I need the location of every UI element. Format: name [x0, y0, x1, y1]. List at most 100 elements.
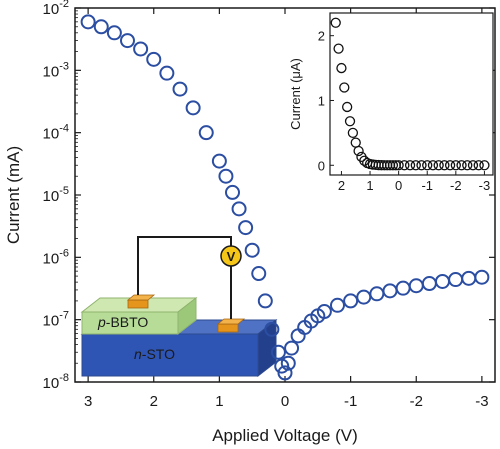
y-tick-base: 10 [43, 313, 60, 330]
data-point [316, 304, 332, 320]
data-point [198, 125, 214, 141]
data-point [274, 358, 290, 374]
x-tick-label: 0 [281, 393, 289, 410]
main-data-series [80, 14, 490, 381]
y-tick-exponent: -2 [59, 0, 69, 10]
y-tick-label: 10-5 [43, 185, 69, 205]
y-tick-exponent: -8 [59, 372, 69, 384]
data-point [244, 242, 260, 258]
data-point [395, 280, 411, 296]
data-point [231, 201, 247, 217]
inset-ticks: 2 1 0 -1 -2 -3 0 1 2 [318, 29, 490, 193]
data-point [280, 355, 296, 371]
data-point [238, 220, 254, 236]
inset-data-point [422, 160, 433, 171]
inset-data-point [450, 160, 461, 171]
y-tick-base: 10 [43, 188, 60, 205]
inset-data-point [339, 82, 350, 93]
circuit-wire [137, 236, 232, 295]
inset-y-tick-label: 0 [318, 158, 325, 173]
sto-label: n-STO [134, 346, 175, 362]
bbto-label: p-BBTO [97, 314, 148, 330]
data-point [225, 184, 240, 200]
inset-x-tick-label: -1 [421, 178, 433, 193]
inset-data-point [479, 160, 490, 171]
data-point [474, 269, 490, 285]
data-point [408, 278, 424, 294]
y-tick-label: 10-8 [43, 372, 69, 392]
data-point [80, 14, 96, 30]
inset-data-series [330, 17, 490, 171]
data-point [264, 321, 280, 337]
y-tick-exponent: -5 [59, 185, 69, 197]
inset-data-point [399, 160, 410, 171]
inset-data-point [433, 160, 444, 171]
data-point [185, 100, 201, 116]
data-point [211, 153, 227, 169]
inset-data-point [427, 160, 439, 171]
x-tick-label: -3 [475, 393, 488, 410]
data-point [382, 283, 398, 299]
y-tick-exponent: -4 [59, 123, 69, 135]
inset-data-point [359, 155, 370, 166]
data-point [284, 340, 300, 356]
voltmeter-symbol: V [227, 249, 236, 264]
y-tick-label: 10-7 [43, 310, 69, 330]
data-point [448, 272, 464, 288]
y-tick-label: 10-6 [43, 247, 69, 267]
bottom-electrode [216, 318, 246, 333]
inset-x-tick-label: 1 [366, 178, 373, 193]
x-tick-label: -1 [344, 393, 357, 410]
inset-y-tick-label: 1 [318, 93, 325, 108]
inset-x-tick-label: -2 [450, 178, 462, 193]
data-point [159, 65, 175, 81]
data-point [421, 276, 437, 292]
inset-data-point [416, 160, 427, 171]
y-tick-exponent: -7 [59, 310, 69, 322]
data-point [106, 25, 122, 41]
inset-data-point [342, 101, 353, 113]
inset-y-tick-label: 2 [318, 29, 325, 44]
device-schematic: V p-BBTO n-STO [80, 236, 278, 378]
y-tick-exponent: -3 [59, 60, 69, 72]
inset-data-point [344, 116, 356, 127]
data-point [369, 286, 385, 302]
inset-data-point [353, 145, 364, 157]
y-tick-label: 10-2 [43, 0, 69, 18]
inset-plot-frame [329, 12, 494, 176]
data-point [93, 19, 109, 35]
y-tick-label: 10-3 [43, 60, 69, 80]
data-point [120, 33, 135, 49]
data-point [356, 289, 372, 305]
inset-data-point [467, 160, 479, 171]
y-axis-title: Current (mA) [4, 146, 23, 244]
y-tick-label: 10-4 [43, 123, 69, 143]
data-point [330, 297, 345, 313]
inset-data-point [456, 160, 467, 171]
y-tick-base: 10 [43, 1, 60, 18]
top-electrode [126, 294, 156, 309]
sto-layer-front [81, 333, 259, 377]
inset-data-point [333, 43, 344, 54]
data-point [461, 270, 477, 286]
voltmeter-icon [220, 245, 242, 267]
inset-data-point [410, 160, 421, 171]
main-y-ticks: 10-210-310-410-510-610-710-8 [43, 0, 495, 392]
inset-data-point [439, 160, 450, 171]
inset-data-point [347, 127, 359, 139]
inset-data-point [330, 17, 341, 28]
data-point [146, 51, 162, 67]
main-x-ticks: 3 2 1 0 -1 -2 -3 [84, 8, 489, 410]
data-point [277, 365, 293, 381]
data-point [343, 293, 359, 309]
y-tick-base: 10 [43, 375, 60, 392]
x-tick-label: -2 [410, 393, 423, 410]
y-tick-base: 10 [43, 63, 60, 80]
y-tick-base: 10 [43, 250, 60, 267]
y-tick-exponent: -6 [59, 247, 69, 259]
inset-x-tick-label: -3 [479, 178, 491, 193]
y-tick-base: 10 [43, 126, 60, 143]
inset-x-tick-label: 2 [338, 178, 345, 193]
data-point [172, 81, 188, 97]
